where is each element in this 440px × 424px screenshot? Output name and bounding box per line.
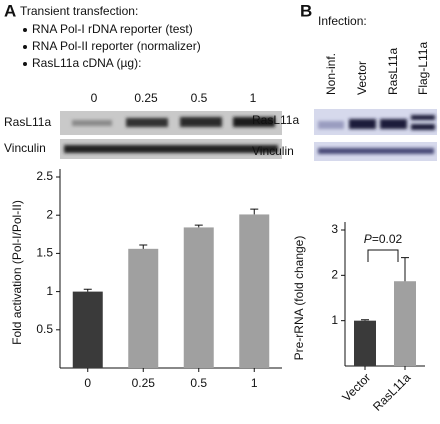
bar bbox=[128, 248, 159, 368]
header: Infection: bbox=[318, 14, 367, 28]
panel-label: A bbox=[4, 1, 16, 20]
bar bbox=[354, 320, 376, 366]
header: Transient transfection: bbox=[20, 4, 138, 18]
x-tick-label: 0.5 bbox=[190, 376, 207, 390]
error-bar bbox=[401, 257, 409, 282]
bar bbox=[72, 291, 103, 368]
blot bbox=[314, 109, 437, 161]
annotation-text: =0.02 bbox=[372, 232, 403, 246]
x-tick-label: RasL11a bbox=[370, 370, 413, 413]
bar bbox=[183, 227, 214, 368]
y-tick-label: 1 bbox=[331, 313, 338, 327]
blot-row-label: RasL11a bbox=[252, 113, 299, 127]
y-tick-label: 3 bbox=[331, 222, 338, 236]
error-bar bbox=[361, 319, 369, 321]
y-tick-label: 2 bbox=[46, 207, 53, 221]
error-bar bbox=[250, 208, 259, 215]
bullet-text: RasL11a cDNA (µg): bbox=[32, 56, 141, 70]
error-bar bbox=[83, 288, 92, 292]
y-tick-label: 0.5 bbox=[36, 322, 53, 336]
error-bar bbox=[194, 224, 203, 228]
bar bbox=[239, 214, 270, 368]
error-bar bbox=[139, 244, 148, 249]
significance-bracket bbox=[367, 249, 399, 262]
blot-row-label: Vinculin bbox=[4, 141, 46, 155]
x-tick-label: 0.25 bbox=[132, 376, 156, 390]
bullet-text: RNA Pol-I rDNA reporter (test) bbox=[32, 22, 193, 36]
x-tick-label: 1 bbox=[251, 376, 258, 390]
x-tick-label: 0 bbox=[84, 376, 91, 390]
y-axis-label: Fold activation (Pol-I/Pol-II) bbox=[10, 200, 24, 345]
y-tick-label: 1 bbox=[46, 284, 53, 298]
bullet bbox=[23, 62, 27, 66]
lane-label: 0.25 bbox=[134, 91, 158, 105]
blot bbox=[60, 111, 282, 159]
lane-label: 0 bbox=[91, 91, 98, 105]
y-tick-label: 2 bbox=[331, 268, 338, 282]
lane-label: RasL11a bbox=[386, 48, 400, 95]
bullet-text: RNA Pol-II reporter (normalizer) bbox=[32, 39, 201, 53]
blot-row-label: RasL11a bbox=[4, 115, 51, 129]
y-tick-label: 1.5 bbox=[36, 246, 53, 260]
lane-label: 1 bbox=[250, 91, 257, 105]
y-axis-label: Pre-rRNA (fold change) bbox=[292, 236, 306, 361]
annotation: P=0.02 bbox=[364, 232, 403, 246]
bar bbox=[394, 281, 416, 366]
bullet bbox=[23, 28, 27, 32]
bullet bbox=[23, 45, 27, 49]
lane-label: Non-inf. bbox=[324, 53, 338, 95]
x-tick-label: Vector bbox=[339, 370, 373, 404]
lane-label: Flag-L11a bbox=[416, 42, 430, 95]
annotation-var: P bbox=[364, 232, 372, 246]
y-tick-label: 2.5 bbox=[36, 169, 53, 183]
panel-label: B bbox=[300, 1, 312, 20]
lane-label: Vector bbox=[355, 61, 369, 95]
lane-label: 0.5 bbox=[191, 91, 208, 105]
blot-row-label: Vinculin bbox=[252, 144, 294, 158]
